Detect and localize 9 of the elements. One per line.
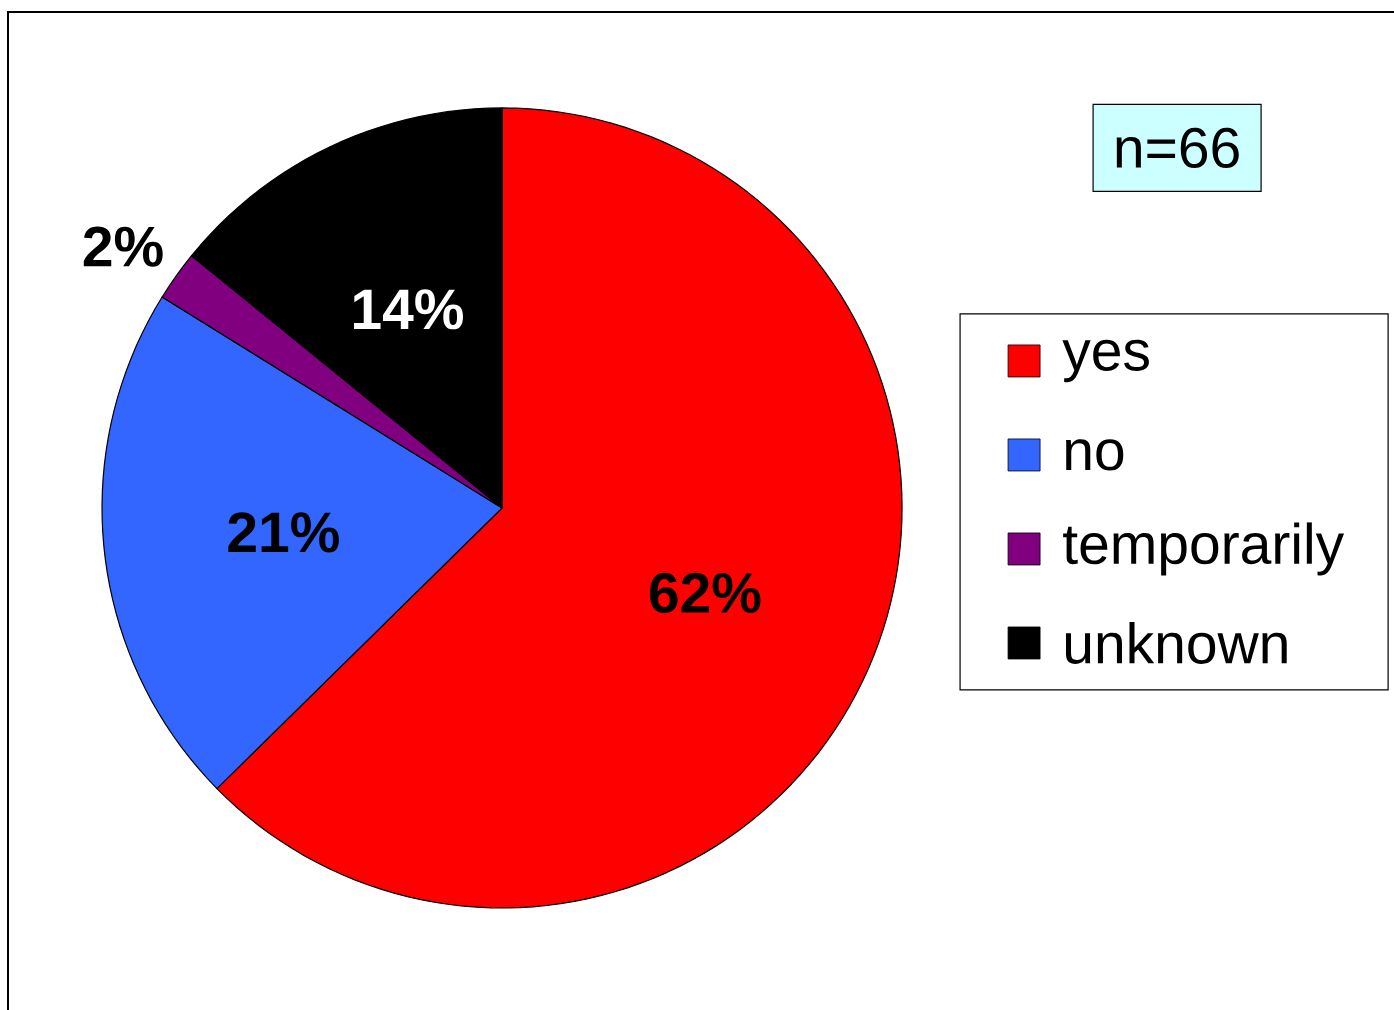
legend-label: yes — [1062, 339, 1149, 383]
data-label: 14% — [354, 289, 463, 330]
legend-label: no — [1066, 439, 1124, 471]
legend-label: unknown — [1065, 622, 1287, 664]
data-label: 62% — [650, 572, 761, 614]
legend-label: temporarily — [1063, 522, 1345, 576]
text: n=66 — [1116, 127, 1239, 169]
data-label: 2% — [83, 226, 163, 267]
data-label: 21% — [228, 512, 339, 553]
